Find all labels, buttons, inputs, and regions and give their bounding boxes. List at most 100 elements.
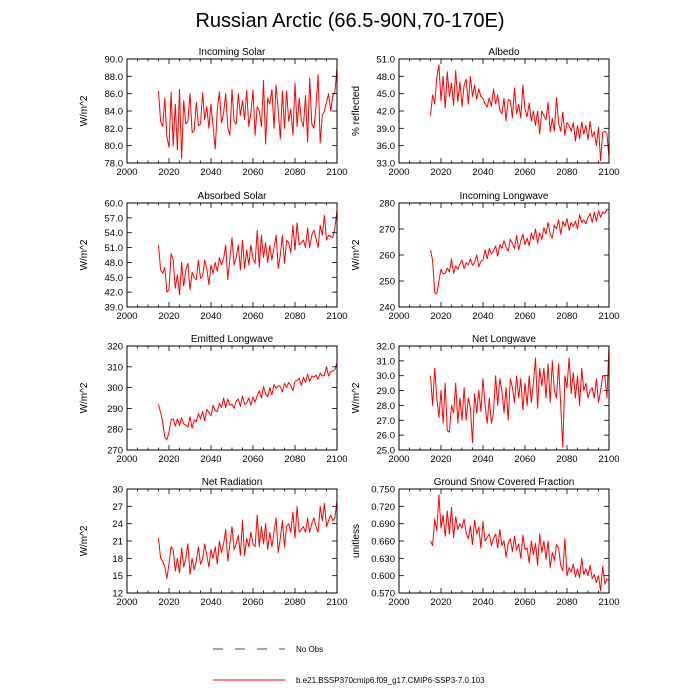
x-tick-label-albedo: 2020 xyxy=(430,167,451,178)
y-tick-label-albedo: 33.0 xyxy=(377,159,396,170)
figure-title: Russian Arctic (66.5-90N,70-170E) xyxy=(195,10,504,32)
panel-title-net-longwave: Net Longwave xyxy=(472,334,536,345)
x-tick-label-incoming-solar: 2060 xyxy=(242,167,263,178)
y-tick-label-incoming-solar: 90.0 xyxy=(105,55,124,66)
x-tick-label-albedo: 2060 xyxy=(514,167,535,178)
y-tick-label-incoming-solar: 82.0 xyxy=(105,124,124,135)
panels-group: Incoming Solar W/m^2 2000 2020 2040 2060 2080 2… xyxy=(79,47,620,608)
y-tick-label-albedo: 42.0 xyxy=(377,107,396,118)
x-tick-label-ground-snow-covered-fraction: 2060 xyxy=(514,597,535,608)
series-line-net-radiation xyxy=(158,500,338,580)
series-line-albedo xyxy=(430,64,610,162)
y-axis-label-incoming-solar: W/m^2 xyxy=(79,95,90,126)
x-tick-label-absorbed-solar: 2080 xyxy=(284,311,305,322)
x-tick-label-absorbed-solar: 2100 xyxy=(326,311,347,322)
series-line-net-longwave xyxy=(430,345,610,448)
plot-frame-net-longwave xyxy=(398,345,610,451)
y-tick-label-incoming-longwave: 250 xyxy=(379,277,395,288)
y-axis-label-ground-snow-covered-fraction: unitless xyxy=(351,524,362,558)
y-tick-label-absorbed-solar: 39.0 xyxy=(105,303,124,314)
x-tick-label-ground-snow-covered-fraction: 2020 xyxy=(430,597,451,608)
x-tick-label-albedo: 2040 xyxy=(472,167,493,178)
panel-albedo: Albedo % reflected 2000 2020 2040 2060 2080 210… xyxy=(351,47,620,178)
x-tick-label-albedo: 2100 xyxy=(598,167,619,178)
y-tick-label-absorbed-solar: 51.0 xyxy=(105,243,124,254)
x-tick-label-net-longwave: 2020 xyxy=(430,454,451,465)
y-tick-label-ground-snow-covered-fraction: 0.600 xyxy=(371,571,395,582)
x-tick-label-emitted-longwave: 2040 xyxy=(200,454,221,465)
y-tick-label-emitted-longwave: 320 xyxy=(107,342,123,353)
y-axis-label-incoming-longwave: W/m^2 xyxy=(351,239,362,270)
x-tick-label-absorbed-solar: 2020 xyxy=(158,311,179,322)
series-line-ground-snow-covered-fraction xyxy=(430,494,610,592)
x-tick-label-emitted-longwave: 2020 xyxy=(158,454,179,465)
y-tick-label-incoming-solar: 86.0 xyxy=(105,89,124,100)
x-tick-label-absorbed-solar: 2040 xyxy=(200,311,221,322)
x-tick-label-incoming-solar: 2100 xyxy=(326,167,347,178)
panel-title-incoming-solar: Incoming Solar xyxy=(199,47,266,58)
panel-net-longwave: Net Longwave W/m^2 2000 2020 2040 2060 2080 210… xyxy=(351,334,620,465)
x-tick-label-incoming-solar: 2040 xyxy=(200,167,221,178)
y-axis-label-net-longwave: W/m^2 xyxy=(351,382,362,413)
x-tick-label-absorbed-solar: 2000 xyxy=(116,311,137,322)
x-tick-label-incoming-longwave: 2040 xyxy=(472,311,493,322)
y-tick-label-incoming-solar: 84.0 xyxy=(105,107,124,118)
series-line-emitted-longwave xyxy=(158,362,338,441)
x-tick-label-net-longwave: 2040 xyxy=(472,454,493,465)
x-tick-label-ground-snow-covered-fraction: 2000 xyxy=(388,597,409,608)
x-tick-label-net-radiation: 2040 xyxy=(200,597,221,608)
x-tick-label-emitted-longwave: 2100 xyxy=(326,454,347,465)
series-line-incoming-solar xyxy=(158,67,338,160)
y-tick-label-ground-snow-covered-fraction: 0.750 xyxy=(371,485,395,496)
y-tick-label-net-radiation: 30 xyxy=(112,485,123,496)
panel-incoming-solar: Incoming Solar W/m^2 2000 2020 2040 2060 2080 2… xyxy=(79,47,348,178)
y-tick-label-net-longwave: 28.0 xyxy=(377,401,396,412)
y-tick-label-incoming-longwave: 270 xyxy=(379,225,395,236)
y-tick-label-albedo: 36.0 xyxy=(377,141,396,152)
x-tick-label-net-longwave: 2080 xyxy=(556,454,577,465)
x-tick-label-net-radiation: 2080 xyxy=(284,597,305,608)
y-tick-label-emitted-longwave: 270 xyxy=(107,446,123,457)
y-tick-label-incoming-longwave: 260 xyxy=(379,251,395,262)
panel-title-emitted-longwave: Emitted Longwave xyxy=(191,334,274,345)
y-tick-label-ground-snow-covered-fraction: 0.660 xyxy=(371,537,395,548)
plot-frame-absorbed-solar xyxy=(126,202,338,308)
panel-title-albedo: Albedo xyxy=(488,47,520,58)
series-line-absorbed-solar xyxy=(158,210,338,296)
x-tick-label-net-longwave: 2000 xyxy=(388,454,409,465)
y-tick-label-incoming-longwave: 240 xyxy=(379,303,395,314)
x-tick-label-albedo: 2080 xyxy=(556,167,577,178)
y-tick-label-emitted-longwave: 310 xyxy=(107,362,123,373)
y-tick-label-net-longwave: 25.0 xyxy=(377,446,396,457)
y-tick-label-net-longwave: 30.0 xyxy=(377,371,396,382)
y-axis-label-albedo: % reflected xyxy=(351,86,362,136)
x-tick-label-incoming-solar: 2020 xyxy=(158,167,179,178)
x-tick-label-net-radiation: 2000 xyxy=(116,597,137,608)
legend-model-label: b.e21.BSSP370cmip6.f09_g17.CMIP6-SSP3-7.… xyxy=(296,676,485,685)
y-tick-label-incoming-solar: 78.0 xyxy=(105,159,124,170)
y-tick-label-absorbed-solar: 60.0 xyxy=(105,199,124,210)
y-tick-label-ground-snow-covered-fraction: 0.630 xyxy=(371,554,395,565)
plot-frame-incoming-longwave xyxy=(398,202,610,308)
panel-incoming-longwave: Incoming Longwave W/m^2 2000 2020 2040 2060 20… xyxy=(351,191,620,322)
x-tick-label-ground-snow-covered-fraction: 2100 xyxy=(598,597,619,608)
y-tick-label-ground-snow-covered-fraction: 0.690 xyxy=(371,519,395,530)
x-tick-label-net-radiation: 2020 xyxy=(158,597,179,608)
x-tick-label-incoming-longwave: 2000 xyxy=(388,311,409,322)
x-tick-label-incoming-solar: 2080 xyxy=(284,167,305,178)
x-tick-label-incoming-longwave: 2100 xyxy=(598,311,619,322)
legend: No Obs b.e21.BSSP370cmip6.f09_g17.CMIP6-… xyxy=(213,645,485,685)
panel-title-ground-snow-covered-fraction: Ground Snow Covered Fraction xyxy=(434,477,575,488)
y-tick-label-net-longwave: 27.0 xyxy=(377,416,396,427)
y-tick-label-net-radiation: 15 xyxy=(112,571,123,582)
panel-title-net-radiation: Net Radiation xyxy=(202,477,263,488)
x-tick-label-incoming-longwave: 2060 xyxy=(514,311,535,322)
y-tick-label-albedo: 51.0 xyxy=(377,55,396,66)
y-tick-label-albedo: 45.0 xyxy=(377,89,396,100)
y-tick-label-net-longwave: 26.0 xyxy=(377,431,396,442)
y-tick-label-net-radiation: 27 xyxy=(112,502,123,513)
y-tick-label-net-radiation: 12 xyxy=(112,589,123,600)
y-tick-label-net-longwave: 31.0 xyxy=(377,356,396,367)
panel-net-radiation: Net Radiation W/m^2 2000 2020 2040 2060 2080 21… xyxy=(79,477,348,608)
